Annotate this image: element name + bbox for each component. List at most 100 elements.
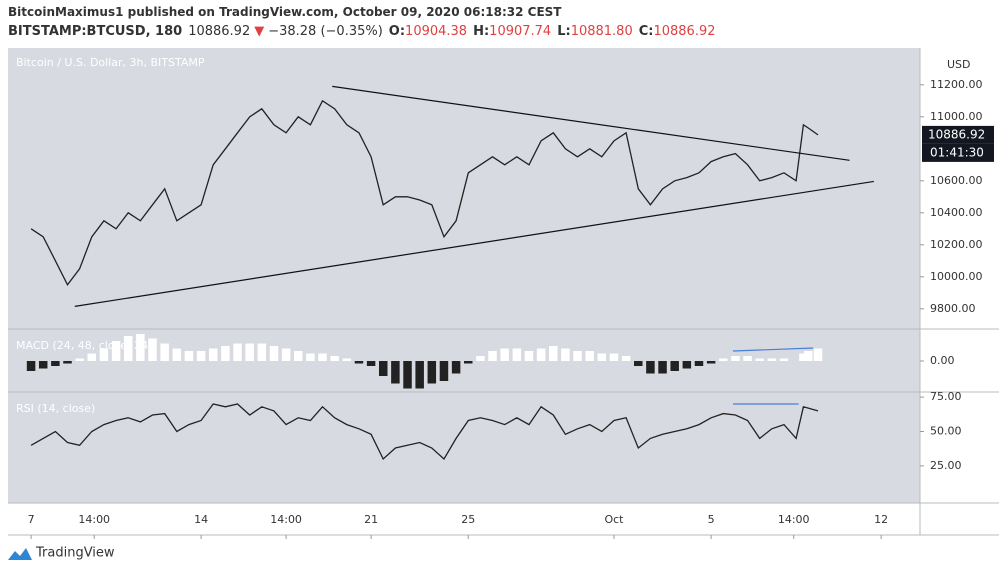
byline-text: BitcoinMaximus1 published on TradingView… (8, 5, 562, 19)
histogram-bar (670, 361, 679, 371)
pane-title: RSI (14, close) (16, 402, 95, 415)
histogram-bar (415, 361, 424, 389)
histogram-bar (111, 341, 121, 361)
histogram-bar (136, 334, 145, 361)
histogram-bar (500, 348, 509, 361)
y-tick-label: 10400.00 (930, 206, 983, 219)
x-tick-label: 14 (194, 513, 208, 526)
histogram-bar (561, 348, 570, 361)
price: 10886.92 (188, 24, 250, 39)
histogram-bar (682, 361, 692, 369)
histogram-bar (427, 361, 437, 384)
x-tick-label: 7 (28, 513, 35, 526)
histogram-bar (658, 361, 667, 374)
histogram-bar (536, 348, 546, 361)
histogram-bar (597, 353, 607, 361)
histogram-bar (719, 358, 728, 361)
x-tick-label: 14:00 (778, 513, 810, 526)
histogram-bar (646, 361, 655, 374)
histogram-bar (476, 356, 485, 361)
histogram-bar (208, 348, 218, 361)
byline: BitcoinMaximus1 published on TradingView… (8, 5, 562, 19)
histogram-bar (281, 348, 291, 361)
histogram-bar (75, 358, 84, 361)
histogram-bar (378, 361, 388, 376)
histogram-bar (512, 348, 522, 361)
trendline (74, 180, 874, 307)
histogram-bar (330, 356, 339, 361)
y-tick-label: 11000.00 (930, 110, 983, 123)
pane-title: Bitcoin / U.S. Dollar, 3h, BITSTAMP (16, 56, 205, 69)
countdown-tag (922, 143, 994, 162)
histogram-bar (694, 361, 704, 366)
histogram-bar (257, 343, 267, 361)
x-tick-label: Oct (604, 513, 624, 526)
y-tick-label: 11200.00 (930, 78, 983, 91)
change: −38.28 (−0.35%) (268, 24, 383, 39)
histogram-bar (813, 348, 823, 361)
histogram-bar (87, 353, 97, 361)
plot-background (8, 48, 920, 503)
histogram-bar (342, 358, 352, 361)
quote-line: BITSTAMP:BTCUSD, 180 10886.92 ▼ −38.28 (−0.… (8, 24, 716, 39)
histogram-bar (26, 361, 36, 371)
histogram-bar (524, 351, 534, 361)
histogram-bar (38, 361, 48, 369)
histogram-bar (99, 348, 109, 361)
y-tick-label: 75.00 (930, 390, 962, 403)
unit-label: USD (947, 58, 971, 71)
histogram-bar (488, 351, 497, 361)
logo[interactable]: TradingView (8, 546, 115, 561)
histogram-bar (755, 358, 764, 361)
histogram-bar (439, 361, 449, 381)
x-tick-label: 14:00 (270, 513, 302, 526)
y-tick-label: 10000.00 (930, 270, 983, 283)
histogram-bar (233, 343, 242, 361)
histogram-bar (221, 346, 230, 361)
x-tick-label: 25 (461, 513, 475, 526)
histogram-bar (573, 351, 582, 361)
histogram-bar (318, 353, 327, 361)
histogram-bar (269, 346, 279, 361)
histogram-bar (403, 361, 412, 389)
histogram-bar (184, 351, 194, 361)
high-label: H: (473, 24, 489, 39)
x-tick-label: 14:00 (78, 513, 110, 526)
last-price-label: 10886.92 (928, 127, 985, 141)
y-tick-label: 10200.00 (930, 238, 983, 251)
histogram-bar (767, 358, 777, 361)
price-line (30, 99, 819, 287)
histogram-bar (585, 351, 594, 361)
price-line (30, 403, 819, 461)
histogram-bar (391, 361, 400, 384)
histogram-bar (245, 343, 254, 361)
histogram-bar (123, 336, 133, 361)
histogram-bar (160, 343, 169, 361)
histogram-bar (172, 348, 182, 361)
histogram-bar (609, 353, 619, 361)
histogram-bar (63, 361, 72, 364)
symbol: BITSTAMP:BTCUSD, 180 (8, 24, 182, 39)
histogram-bar (779, 358, 789, 361)
y-tick-label: 0.00 (930, 354, 955, 367)
open: 10904.38 (405, 24, 467, 39)
histogram-bar (731, 356, 740, 361)
y-tick-label: 25.00 (930, 459, 962, 472)
trendline (332, 85, 850, 161)
histogram-bar (196, 351, 206, 361)
countdown: 01:41:30 (930, 145, 984, 159)
histogram-bar (549, 346, 558, 361)
histogram-bar (743, 356, 752, 361)
histogram-bar (148, 338, 157, 361)
x-tick-label: 12 (874, 513, 888, 526)
high: 10907.74 (489, 24, 551, 39)
brand: TradingView (35, 546, 115, 561)
logo-mark (8, 548, 32, 560)
y-tick-label: 10600.00 (930, 174, 983, 187)
arrow: ▼ (254, 24, 264, 39)
histogram-bar (354, 361, 364, 364)
histogram-bar (804, 351, 813, 361)
histogram-bar (293, 351, 303, 361)
y-tick-label: 9800.00 (930, 302, 976, 315)
